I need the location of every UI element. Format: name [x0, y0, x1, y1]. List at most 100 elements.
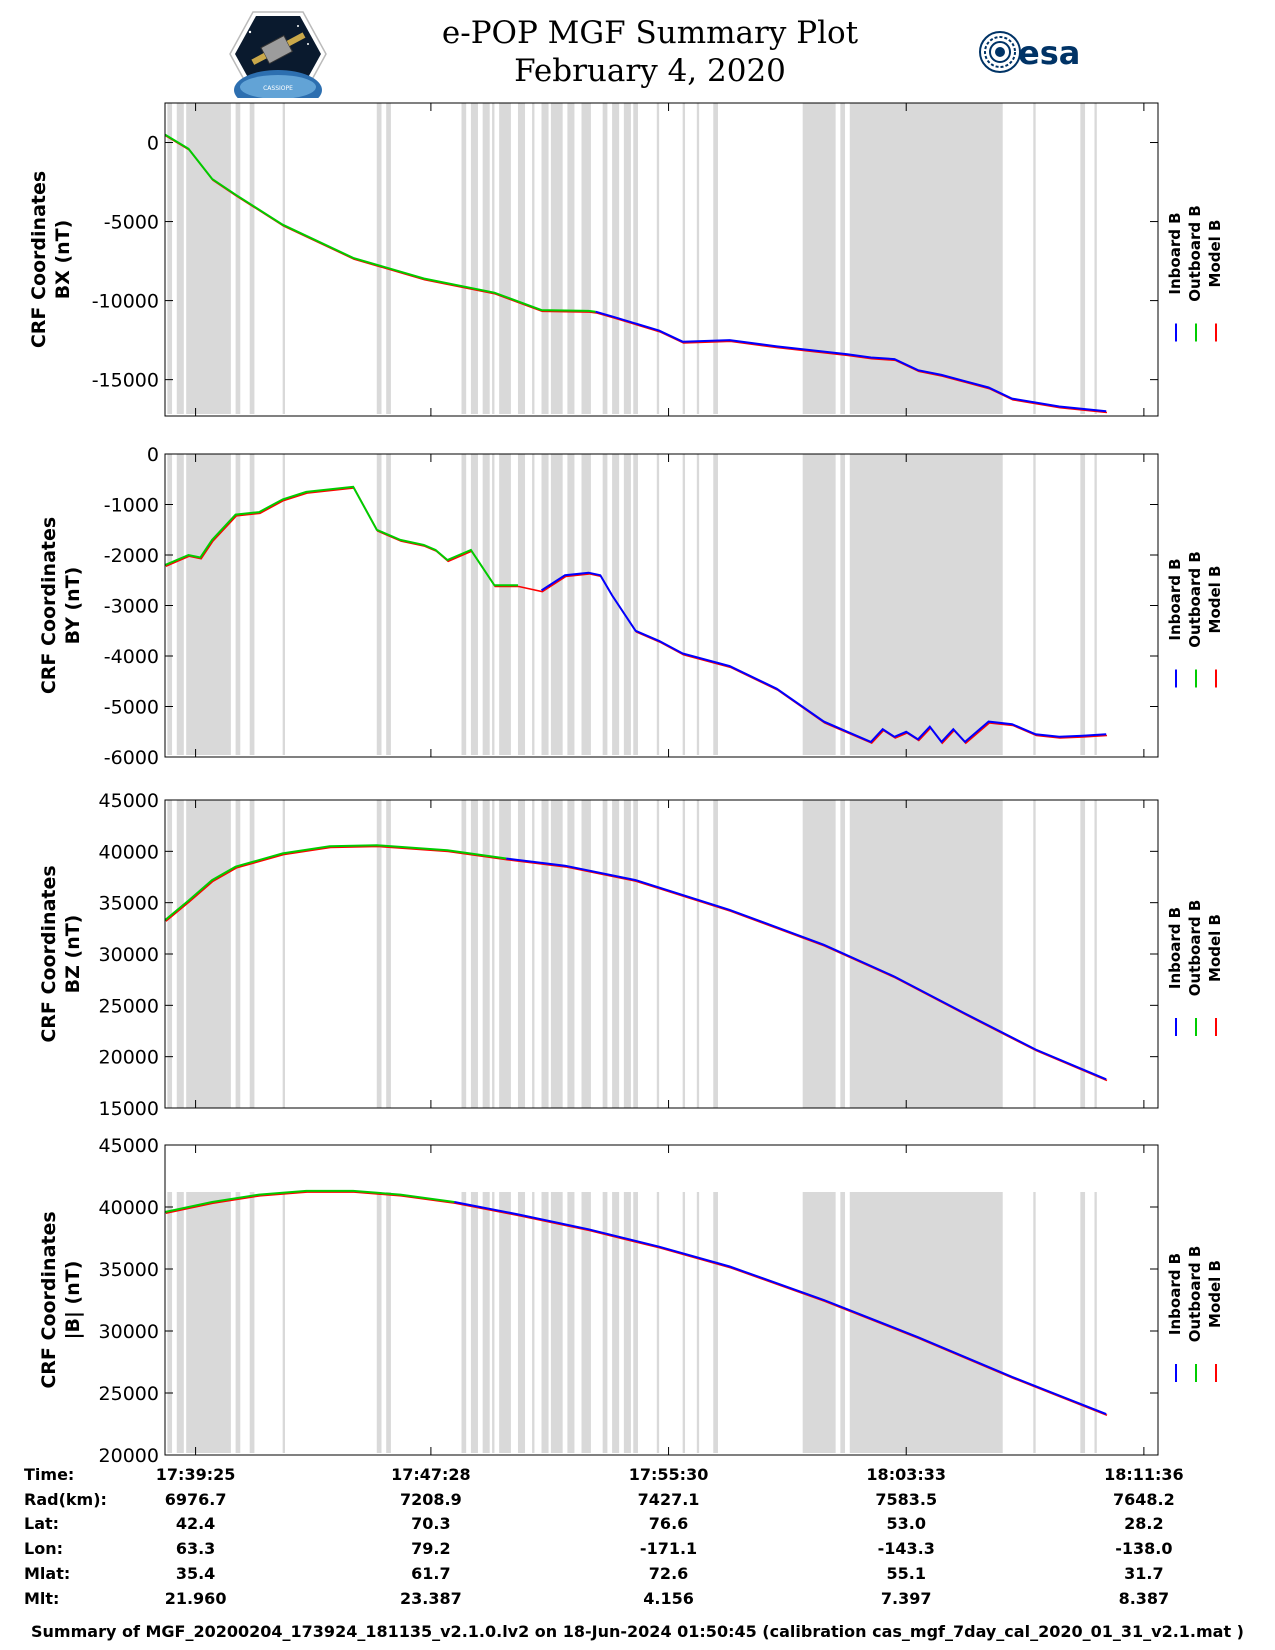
- gap-band: [470, 103, 478, 414]
- gap-band: [612, 103, 620, 414]
- gap-band: [376, 800, 382, 1108]
- y-tick-label: 0: [147, 444, 159, 466]
- gap-band: [623, 1192, 631, 1453]
- gap-band: [176, 800, 184, 1108]
- footer-caption: Summary of MGF_20200204_173924_181135_v2…: [31, 1622, 1244, 1641]
- legend-entry-label: Inboard B: [1166, 558, 1184, 640]
- ephemeris-row: Lat: 42.4 70.3 76.6 53.0 28.2: [0, 1514, 1275, 1538]
- legend-entry-label: Outboard B: [1186, 205, 1204, 302]
- legend-entry-label: Outboard B: [1186, 900, 1204, 997]
- gap-band: [682, 454, 686, 755]
- gap-band: [849, 103, 1003, 414]
- ephemeris-cell: 55.1: [886, 1563, 926, 1583]
- y-tick-label: 40000: [99, 1197, 159, 1219]
- gap-band: [517, 454, 526, 755]
- gap-band: [249, 103, 255, 414]
- ephemeris-cell: 18:11:36: [1104, 1465, 1184, 1484]
- ephemeris-cell: 42.4: [175, 1514, 216, 1534]
- y-tick-label: -6000: [104, 747, 159, 769]
- gap-band: [550, 454, 563, 755]
- panel-btotal: 45000 40000 35000 30000 25000 20000 CRF Coordi…: [38, 1135, 1224, 1465]
- gap-band: [1094, 103, 1097, 414]
- gap-band: [282, 1192, 286, 1453]
- gap-band: [567, 454, 575, 755]
- inboard-b-line: [506, 857, 1107, 1081]
- y-tick-label: -1000: [104, 495, 159, 517]
- gap-band: [492, 454, 495, 755]
- gap-band: [713, 103, 718, 414]
- legend-entry-label: Inboard B: [1166, 1253, 1184, 1335]
- gap-band: [581, 800, 591, 1108]
- gap-band: [461, 800, 467, 1108]
- gap-band: [623, 454, 631, 755]
- gap-band: [840, 103, 846, 414]
- gap-band: [550, 800, 563, 1108]
- gap-band: [1080, 454, 1086, 755]
- inboard-b-line: [540, 571, 1107, 744]
- gap-band: [581, 1192, 591, 1453]
- gap-band: [623, 103, 631, 414]
- gap-band: [461, 454, 467, 755]
- gap-band: [499, 454, 511, 755]
- axes-frame: [164, 102, 1159, 417]
- ephemeris-cell: 7583.5: [875, 1489, 938, 1509]
- y-axis-label: CRF Coordinates BZ (nT): [38, 865, 84, 1042]
- gap-band: [470, 454, 478, 755]
- gap-band: [1033, 800, 1036, 1108]
- gap-band: [492, 1192, 495, 1453]
- gap-band: [682, 103, 686, 414]
- gap-band: [567, 800, 575, 1108]
- gap-band: [532, 1192, 535, 1453]
- y-tick-label: -10000: [92, 291, 159, 313]
- gap-band: [567, 1192, 575, 1453]
- ephemeris-cell: 31.7: [1124, 1563, 1164, 1583]
- gap-band: [499, 103, 511, 414]
- legend-entry-label: Model B: [1206, 220, 1224, 288]
- y-axis-label-line: BX (nT): [52, 220, 74, 300]
- gap-band: [840, 454, 846, 755]
- ephemeris-cell: 17:55:30: [628, 1465, 709, 1484]
- gap-band: [482, 1192, 490, 1453]
- gap-band: [602, 103, 608, 414]
- gap-band: [167, 103, 173, 414]
- y-axis-label-line: CRF Coordinates: [28, 171, 50, 348]
- gap-band: [282, 454, 286, 755]
- gap-band: [482, 103, 490, 414]
- y-axis-label-line: CRF Coordinates: [38, 517, 60, 694]
- cassiope-mission-logo: CASSIOPE: [229, 11, 327, 98]
- gap-band: [461, 1192, 467, 1453]
- y-tick-label: 35000: [99, 1259, 159, 1281]
- y-tick-label: 40000: [99, 841, 159, 863]
- ephemeris-row-label: Rad(km):: [24, 1489, 107, 1509]
- gap-band: [633, 103, 638, 414]
- gap-band: [386, 1192, 391, 1453]
- gap-band: [282, 103, 286, 414]
- gap-band: [376, 1192, 382, 1453]
- axes-frame: [164, 799, 1159, 1109]
- gap-band: [696, 454, 700, 755]
- ephemeris-cell: 6976.7: [164, 1489, 227, 1509]
- gap-band: [550, 103, 563, 414]
- gap-band: [633, 454, 638, 755]
- outboard-b-line: [164, 844, 507, 921]
- ephemeris-cell: 17:39:25: [155, 1465, 236, 1484]
- y-tick-label: 45000: [99, 1135, 159, 1157]
- gap-band: [849, 1192, 1003, 1453]
- gap-band: [249, 800, 255, 1108]
- gap-band: [602, 1192, 608, 1453]
- legend-entry-label: Inboard B: [1166, 907, 1184, 989]
- gap-band: [482, 454, 490, 755]
- gap-band: [1080, 1192, 1086, 1453]
- ephemeris-cell: 70.3: [411, 1514, 451, 1534]
- ephemeris-row: Mlat: 35.4 61.7 72.6 55.1 31.7: [0, 1564, 1275, 1588]
- ephemeris-cell: -171.1: [639, 1539, 698, 1559]
- legend-entry-label: Model B: [1206, 566, 1224, 634]
- legend-entry-label: Model B: [1206, 1260, 1224, 1328]
- logo-caption: CASSIOPE: [263, 85, 293, 92]
- gap-band: [612, 800, 620, 1108]
- ephemeris-cell: 35.4: [175, 1563, 216, 1583]
- ephemeris-cell: 63.3: [175, 1539, 216, 1559]
- gap-band: [492, 800, 495, 1108]
- gap-band: [176, 454, 184, 755]
